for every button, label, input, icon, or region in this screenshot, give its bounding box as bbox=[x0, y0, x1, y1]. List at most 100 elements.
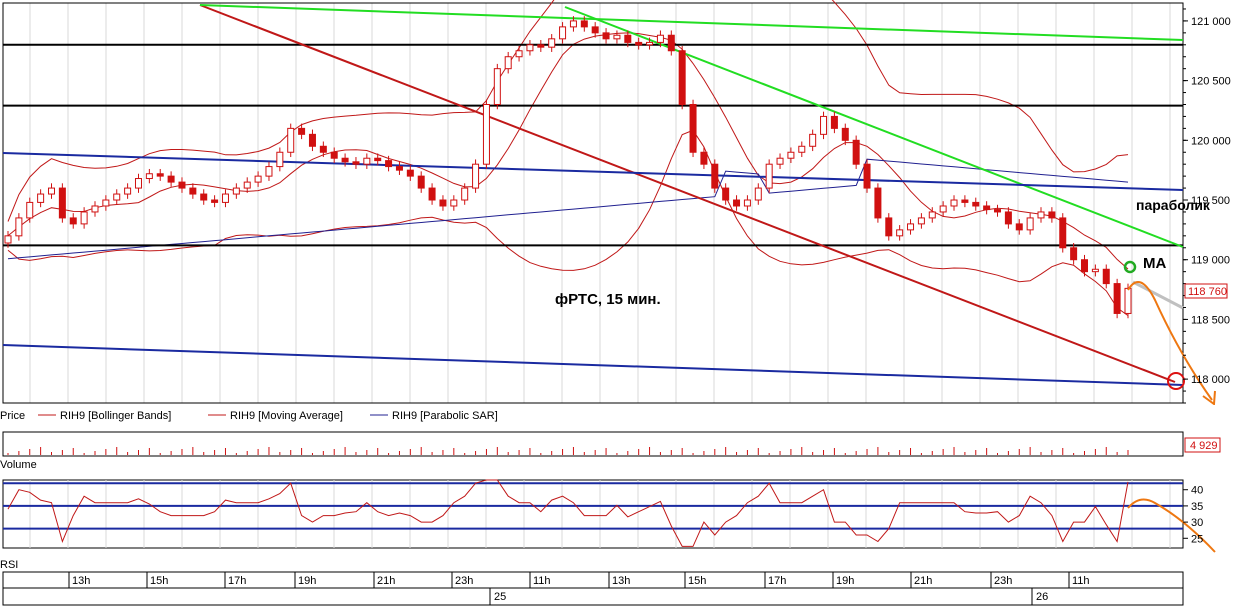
candle-body bbox=[656, 34, 664, 43]
hour-label: 11h bbox=[533, 575, 551, 587]
price-tick-label: 118 500 bbox=[1191, 314, 1230, 326]
candle-body bbox=[689, 103, 697, 153]
candle-body bbox=[113, 193, 121, 201]
rsi-panel-label: RSI bbox=[0, 559, 18, 571]
legend-strip bbox=[0, 405, 1235, 423]
candle-body bbox=[569, 20, 577, 28]
candle-body bbox=[37, 193, 45, 203]
target-marker-circle bbox=[1167, 372, 1185, 390]
candle-body bbox=[80, 211, 88, 225]
candle-body bbox=[885, 217, 893, 237]
chart-title: фРТС, 15 мин. bbox=[555, 291, 661, 308]
candle-body bbox=[221, 193, 229, 203]
candle-body bbox=[385, 160, 393, 168]
candle-body bbox=[1081, 259, 1089, 273]
legend-price-label: Price bbox=[0, 410, 25, 422]
hour-label: 21h bbox=[377, 575, 395, 587]
candle-body bbox=[428, 187, 436, 201]
candle-body bbox=[363, 157, 371, 165]
candle-body bbox=[580, 20, 588, 28]
candle-body bbox=[591, 26, 599, 34]
candle-body bbox=[319, 145, 327, 153]
candle-body bbox=[559, 26, 567, 40]
candle-body bbox=[265, 166, 273, 177]
candle-body bbox=[624, 34, 632, 43]
candle-body bbox=[874, 187, 882, 219]
candle-body bbox=[200, 193, 208, 201]
candle-body bbox=[450, 199, 458, 207]
rsi-axis: 25 30 35 40 bbox=[1183, 485, 1203, 545]
candle-body bbox=[406, 169, 414, 177]
candle-body bbox=[178, 181, 186, 189]
candle-body bbox=[917, 217, 925, 225]
volume-panel-label: Volume bbox=[0, 459, 37, 471]
candle-body bbox=[994, 209, 1002, 213]
candle-body bbox=[613, 34, 621, 40]
candle-body bbox=[134, 178, 142, 189]
candle-body bbox=[928, 211, 936, 219]
rsi-grid bbox=[3, 480, 1183, 548]
red-trend-line bbox=[199, 4, 1176, 383]
rsi-tick-label: 40 bbox=[1191, 485, 1203, 497]
candle-body bbox=[1004, 211, 1012, 225]
candle-body bbox=[461, 187, 469, 201]
candle-body bbox=[983, 205, 991, 211]
candle-body bbox=[4, 235, 12, 244]
candle-body bbox=[1048, 211, 1056, 219]
candle-body bbox=[167, 175, 175, 183]
candle-body bbox=[972, 201, 980, 207]
candle-body bbox=[374, 157, 382, 162]
price-tick-label: 119 500 bbox=[1191, 195, 1230, 207]
candle-body bbox=[1059, 217, 1067, 249]
candle-body bbox=[156, 173, 164, 177]
hour-label: 19h bbox=[836, 575, 854, 587]
candle-body bbox=[1102, 268, 1110, 285]
current-price-label: 118 760 bbox=[1188, 286, 1227, 298]
hour-label: 15h bbox=[688, 575, 706, 587]
candle-body bbox=[950, 199, 958, 207]
candle-body bbox=[493, 68, 501, 105]
candle-body bbox=[232, 187, 240, 195]
forecast-orange-curve bbox=[1127, 281, 1213, 401]
candle-body bbox=[1091, 268, 1099, 273]
candle-body bbox=[635, 41, 643, 46]
hour-label: 21h bbox=[914, 575, 932, 587]
time-axis: 13h 15h 17h 19h 21h 23h 11h 13h 15h 17h 19h 21h 23h 1… bbox=[68, 572, 1090, 605]
candle-body bbox=[102, 199, 110, 207]
forecast-arrow-head bbox=[1202, 390, 1216, 406]
legend-bb-label: RIH9 [Bollinger Bands] bbox=[60, 410, 171, 422]
candle-body bbox=[352, 161, 360, 165]
candle-body bbox=[711, 163, 719, 189]
candle-body bbox=[243, 181, 251, 189]
candle-body bbox=[26, 201, 34, 219]
bollinger-lower-line bbox=[7, 129, 1129, 317]
candle-body bbox=[754, 187, 762, 201]
volume-value-label: 4 929 bbox=[1190, 440, 1218, 452]
price-tick-label: 118 000 bbox=[1191, 374, 1230, 386]
candle-body bbox=[211, 199, 219, 203]
candle-body bbox=[1124, 287, 1132, 314]
candle-body bbox=[1015, 223, 1023, 231]
price-tick-label: 119 000 bbox=[1191, 255, 1230, 267]
sar-annotation: параболик bbox=[1136, 197, 1211, 213]
candle-body bbox=[798, 145, 806, 153]
day-label: 25 bbox=[494, 591, 506, 603]
rsi-tick-label: 25 bbox=[1191, 533, 1203, 545]
day-label: 26 bbox=[1036, 591, 1048, 603]
rsi-tick-label: 30 bbox=[1191, 517, 1203, 529]
horizontal-levels bbox=[3, 43, 1183, 247]
candle-body bbox=[15, 217, 23, 237]
candle-body bbox=[961, 199, 969, 203]
candle-body bbox=[276, 151, 284, 168]
rsi-line bbox=[7, 479, 1129, 547]
candle-body bbox=[809, 133, 817, 147]
ma-annotation: МА bbox=[1143, 255, 1166, 272]
candle-body bbox=[472, 163, 480, 189]
rsi-forecast-curve bbox=[1127, 498, 1216, 553]
hour-label: 17h bbox=[228, 575, 246, 587]
candle-body bbox=[602, 32, 610, 40]
candle-body bbox=[787, 151, 795, 159]
blue-upper-channel-line bbox=[2, 152, 1184, 191]
candle-body bbox=[722, 187, 730, 201]
hour-label: 11h bbox=[1072, 575, 1090, 587]
